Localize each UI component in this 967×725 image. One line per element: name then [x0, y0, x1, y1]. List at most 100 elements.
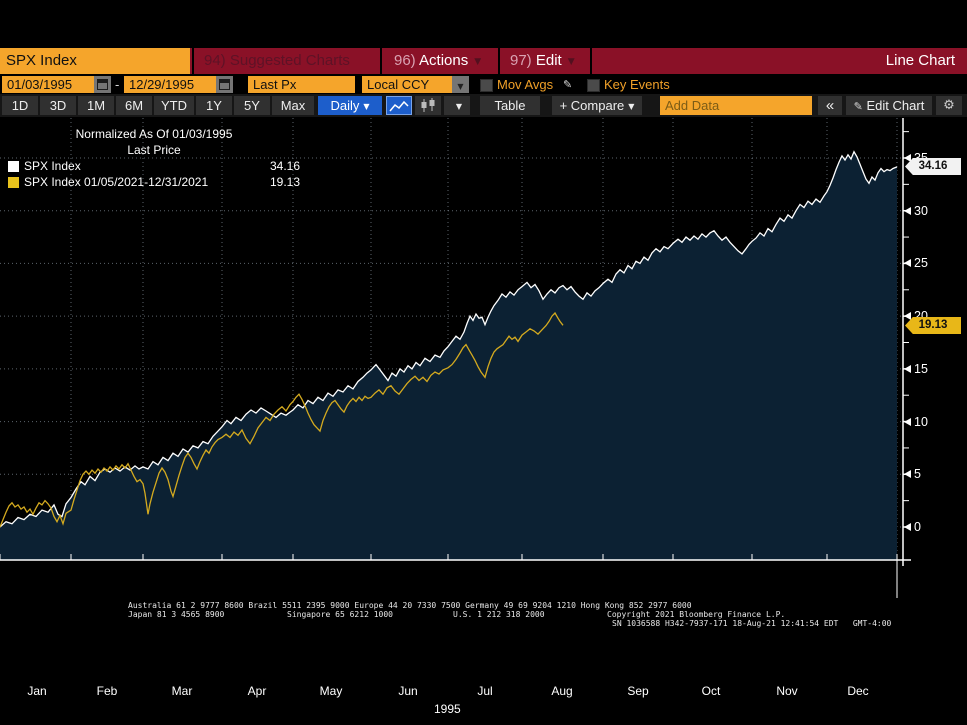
- candlestick-mode-button[interactable]: [415, 96, 441, 115]
- axis-arrow-icon: [904, 523, 911, 531]
- y-axis-tick-label: 15: [904, 361, 928, 377]
- chart-type-dropdown[interactable]: ▼: [444, 96, 470, 115]
- legend-item-spx-1995[interactable]: SPX Index 34.16: [8, 158, 300, 174]
- footer-singapore: Singapore 65 6212 1000: [287, 610, 393, 619]
- pencil-icon: ✎: [853, 100, 863, 113]
- line-chart-svg: [0, 118, 911, 598]
- actions-caret-icon: ▼: [474, 57, 482, 67]
- edit-chart-label: Edit Chart: [866, 98, 925, 113]
- chevron-down-icon: ▼: [363, 102, 370, 111]
- legend-title-line1: Normalized As Of 01/03/1995: [75, 127, 233, 141]
- edit-number: 97): [510, 52, 532, 69]
- period-dropdown[interactable]: Daily ▼: [318, 96, 382, 115]
- last-price-badge: 19.13: [905, 317, 961, 334]
- range-button-max[interactable]: Max: [272, 96, 314, 115]
- edit-menu[interactable]: 97) Edit ▼: [498, 48, 592, 74]
- settings-gear-button[interactable]: ⚙: [936, 96, 962, 115]
- axis-arrow-icon: [904, 312, 911, 320]
- chevron-down-icon: ▼: [457, 82, 464, 91]
- range-button-1y[interactable]: 1Y: [196, 96, 232, 115]
- add-data-input[interactable]: [660, 96, 812, 115]
- x-axis-month-label: Jul: [477, 684, 493, 698]
- series-swatch-white: [8, 160, 19, 172]
- chart-legend: Normalized As Of 01/03/1995 Last Price S…: [8, 126, 300, 190]
- axis-arrow-icon: [904, 470, 911, 478]
- axis-arrow-icon: [904, 154, 911, 162]
- x-axis-year-label: 1995: [434, 702, 461, 716]
- edit-caret-icon: ▼: [567, 57, 575, 67]
- x-axis-month-label: Aug: [551, 684, 573, 698]
- menu-bar: SPX Index 94) Suggested Charts 96) Actio…: [0, 48, 967, 74]
- y-axis-tick-label: 30: [904, 203, 928, 219]
- legend-value: 34.16: [269, 159, 300, 173]
- key-events-label: Key Events: [604, 77, 670, 92]
- footer-phone-line1: Australia 61 2 9777 8600 Brazil 5511 239…: [128, 601, 692, 610]
- field-bar: 01/03/1995 - 12/29/1995 Last Px Local CC…: [0, 75, 967, 94]
- mov-avgs-pencil-icon[interactable]: ✎: [563, 78, 573, 91]
- chart-area[interactable]: Normalized As Of 01/03/1995 Last Price S…: [0, 118, 967, 716]
- y-axis-tick-label: 0: [904, 519, 921, 535]
- axis-arrow-icon: [904, 259, 911, 267]
- edit-chart-button[interactable]: ✎ Edit Chart: [846, 96, 932, 115]
- x-axis-month-label: Sep: [627, 684, 649, 698]
- suggested-charts-number: 94): [204, 52, 226, 69]
- range-button-1d[interactable]: 1D: [2, 96, 38, 115]
- currency-dropdown-button[interactable]: ▼: [452, 76, 469, 93]
- actions-label: Actions: [419, 52, 469, 69]
- calendar-icon: [219, 79, 230, 90]
- footer-japan: Japan 81 3 4565 8900: [128, 610, 225, 619]
- legend-title-line2: Last Price: [127, 143, 181, 157]
- chart-type-title: Line Chart: [885, 52, 955, 69]
- period-label: Daily: [330, 98, 360, 113]
- axis-arrow-icon: [904, 418, 911, 426]
- last-price-badge: 34.16: [905, 158, 961, 175]
- axis-arrow-icon: [904, 365, 911, 373]
- compare-button[interactable]: + Compare ▼: [552, 96, 642, 115]
- candlestick-icon: [421, 98, 435, 112]
- legend-value: 19.13: [269, 175, 300, 189]
- suggested-charts-menu[interactable]: 94) Suggested Charts: [192, 48, 382, 74]
- compare-label: Compare: [570, 98, 625, 113]
- footer-copyright: Copyright 2021 Bloomberg Finance L.P.: [607, 610, 786, 619]
- collapse-toolbar-button[interactable]: «: [818, 96, 842, 115]
- range-button-3d[interactable]: 3D: [40, 96, 76, 115]
- actions-menu[interactable]: 96) Actions ▼: [384, 48, 496, 74]
- date-from-calendar-button[interactable]: [94, 76, 111, 93]
- chart-canvas[interactable]: [0, 118, 967, 610]
- line-chart-icon: [389, 100, 409, 112]
- range-button-5y[interactable]: 5Y: [234, 96, 270, 115]
- footer-serial-timestamp: SN 1036588 H342-7937-171 18-Aug-21 12:41…: [612, 619, 892, 628]
- price-type-field[interactable]: Last Px: [248, 76, 355, 93]
- x-axis-month-label: Oct: [701, 684, 721, 698]
- series-line: [0, 150, 898, 528]
- chevron-down-icon: ▼: [628, 102, 635, 111]
- table-button[interactable]: Table: [480, 96, 540, 115]
- x-axis-month-label: Mar: [171, 684, 193, 698]
- plus-icon: +: [559, 98, 568, 113]
- date-to-field[interactable]: 12/29/1995: [124, 76, 216, 93]
- range-button-6m[interactable]: 6M: [116, 96, 152, 115]
- security-ticker-field[interactable]: SPX Index: [0, 48, 190, 74]
- legend-item-spx-2021[interactable]: SPX Index 01/05/2021-12/31/2021 19.13: [8, 174, 300, 190]
- key-events-checkbox[interactable]: [587, 79, 600, 92]
- x-axis-month-label: Nov: [776, 684, 798, 698]
- x-axis-month-label: Jan: [27, 684, 47, 698]
- currency-field[interactable]: Local CCY: [362, 76, 452, 93]
- axis-arrow-icon: [904, 207, 911, 215]
- mov-avgs-checkbox[interactable]: [480, 79, 493, 92]
- y-axis-tick-label: 5: [904, 466, 921, 482]
- y-axis-tick-label: 10: [904, 414, 928, 430]
- chart-toolbar: 1D 3D 1M 6M YTD 1Y 5Y Max Daily ▼ ▼ Table…: [0, 94, 967, 117]
- range-button-1m[interactable]: 1M: [78, 96, 114, 115]
- mov-avgs-label: Mov Avgs: [497, 77, 554, 92]
- range-button-ytd[interactable]: YTD: [154, 96, 194, 115]
- date-from-field[interactable]: 01/03/1995: [2, 76, 94, 93]
- footer-us: U.S. 1 212 318 2000: [453, 610, 545, 619]
- calendar-icon: [97, 79, 108, 90]
- date-range-dash: -: [115, 77, 120, 92]
- date-to-calendar-button[interactable]: [216, 76, 233, 93]
- line-chart-mode-button[interactable]: [386, 96, 412, 115]
- x-axis-month-label: Apr: [247, 684, 267, 698]
- edit-label: Edit: [535, 52, 562, 69]
